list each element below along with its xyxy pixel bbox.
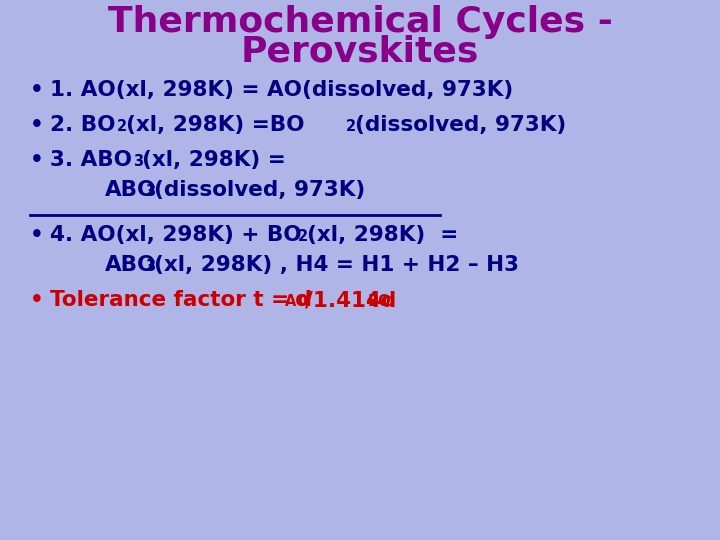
Text: 2: 2 xyxy=(346,119,356,134)
Text: •: • xyxy=(30,150,44,170)
Text: 2: 2 xyxy=(298,229,308,244)
Text: 3: 3 xyxy=(133,154,143,169)
Text: (xl, 298K) , H4 = H1 + H2 – H3: (xl, 298K) , H4 = H1 + H2 – H3 xyxy=(154,255,519,275)
Text: Thermochemical Cycles -: Thermochemical Cycles - xyxy=(107,5,613,39)
Text: 2. BO: 2. BO xyxy=(50,115,115,135)
Text: BO: BO xyxy=(368,294,392,309)
Text: /1.414d: /1.414d xyxy=(305,290,396,310)
Text: (xl, 298K) =: (xl, 298K) = xyxy=(142,150,286,170)
Text: Perovskites: Perovskites xyxy=(240,35,480,69)
Text: •: • xyxy=(30,225,44,245)
Text: ABO: ABO xyxy=(105,255,156,275)
Text: AO: AO xyxy=(285,294,309,309)
Text: (xl, 298K)  =: (xl, 298K) = xyxy=(307,225,458,245)
Text: 3: 3 xyxy=(145,184,155,199)
Text: Tolerance factor t = d: Tolerance factor t = d xyxy=(50,290,312,310)
Text: (xl, 298K) =BO: (xl, 298K) =BO xyxy=(126,115,305,135)
Text: 1. AO(xl, 298K) = AO(dissolved, 973K): 1. AO(xl, 298K) = AO(dissolved, 973K) xyxy=(50,80,513,100)
Text: (dissolved, 973K): (dissolved, 973K) xyxy=(154,180,365,200)
Text: •: • xyxy=(30,290,44,310)
Text: •: • xyxy=(30,115,44,135)
Text: 2: 2 xyxy=(117,119,127,134)
Text: •: • xyxy=(30,80,44,100)
Text: (dissolved, 973K): (dissolved, 973K) xyxy=(355,115,566,135)
Text: 3: 3 xyxy=(145,259,155,274)
Text: 4. AO(xl, 298K) + BO: 4. AO(xl, 298K) + BO xyxy=(50,225,302,245)
Text: 3. ABO: 3. ABO xyxy=(50,150,132,170)
Text: ABO: ABO xyxy=(105,180,156,200)
